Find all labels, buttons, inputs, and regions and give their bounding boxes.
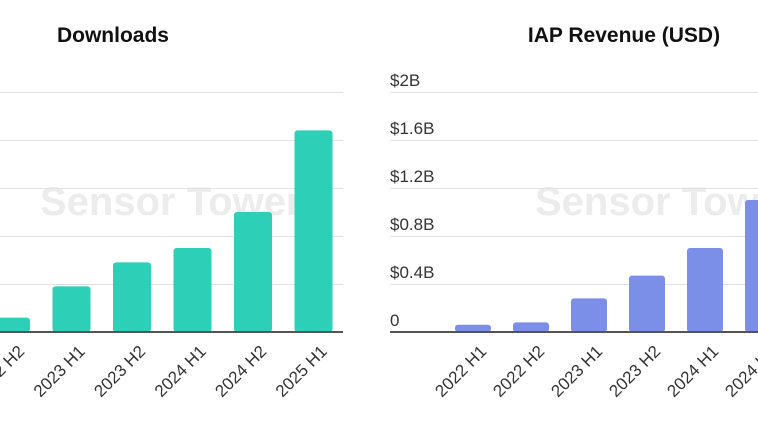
downloads-x-tick-label: 2023 H1 (30, 342, 89, 401)
downloads-bar (0, 317, 30, 332)
iap-revenue-bar (687, 248, 723, 332)
iap-revenue-x-tick-label: 2022 H2 (489, 342, 548, 401)
iap-revenue-chart: Sensor Tower IAP Revenue (USD) 0 $0.4B $0.… (390, 24, 758, 401)
iap-revenue-bars (455, 200, 758, 332)
iap-revenue-y-tick-label: $0.4B (390, 263, 434, 282)
downloads-bar (113, 262, 151, 332)
iap-revenue-bar (455, 324, 491, 332)
iap-revenue-bar (571, 298, 607, 332)
iap-revenue-x-tick-label: 2023 H1 (547, 342, 606, 401)
iap-revenue-bar (629, 275, 665, 332)
iap-revenue-x-tick-label: 2022 H1 (431, 342, 490, 401)
downloads-x-tick-label: 2024 H1 (151, 342, 210, 401)
downloads-gridlines (0, 92, 343, 285)
downloads-bars (0, 130, 333, 332)
iap-revenue-y-tick-label: $2B (390, 71, 420, 90)
iap-revenue-y-tick-label: 0 (390, 311, 399, 330)
iap-revenue-x-tick-labels: 2022 H1 2022 H2 2023 H1 2023 H2 2024 H1 2024 … (431, 342, 758, 401)
iap-revenue-x-tick-label: 2024 H1 (663, 342, 722, 401)
iap-revenue-y-tick-label: $1.2B (390, 167, 434, 186)
downloads-x-tick-label: 2022 H2 (0, 342, 28, 401)
iap-revenue-x-tick-label: 2024 H2 (721, 342, 758, 401)
downloads-x-tick-label: 2023 H2 (90, 342, 149, 401)
downloads-x-tick-labels: 2022 H2 2023 H1 2023 H2 2024 H1 2024 H2 2025 … (0, 342, 331, 401)
downloads-chart-title: Downloads (57, 24, 169, 47)
iap-revenue-chart-title: IAP Revenue (USD) (528, 24, 720, 47)
downloads-chart: Sensor Tower Downloads 2022 H2 2023 H1 202… (0, 24, 343, 401)
iap-revenue-bar (513, 322, 549, 332)
iap-revenue-y-tick-label: $1.6B (390, 119, 434, 138)
iap-revenue-y-tick-labels: 0 $0.4B $0.8B $1.2B $1.6B $2B (390, 71, 434, 330)
downloads-bar (173, 248, 212, 332)
downloads-bar (294, 130, 333, 332)
iap-revenue-x-tick-label: 2023 H2 (605, 342, 664, 401)
downloads-x-tick-label: 2025 H1 (272, 342, 331, 401)
iap-revenue-bar (745, 200, 758, 332)
downloads-x-tick-label: 2024 H2 (211, 342, 270, 401)
downloads-bar (234, 212, 272, 332)
iap-revenue-y-tick-label: $0.8B (390, 215, 434, 234)
watermark-right: Sensor Tower (535, 180, 758, 224)
downloads-bar (52, 286, 91, 332)
